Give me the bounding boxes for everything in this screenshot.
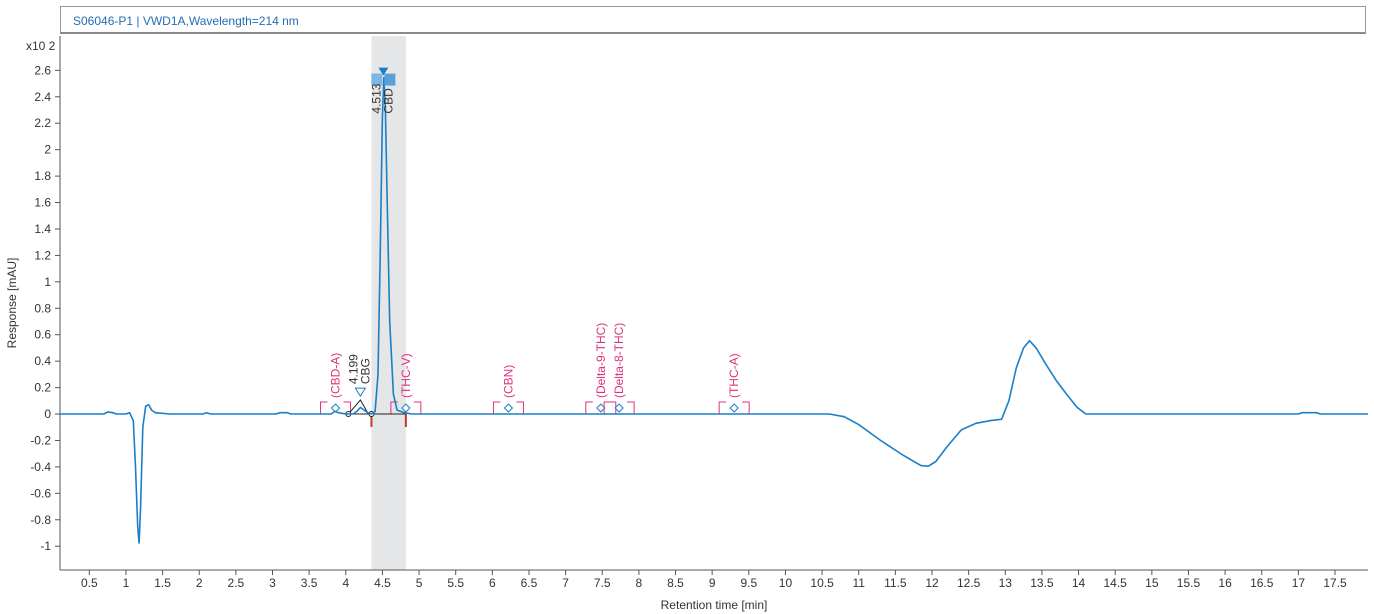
y-tick-label: 0	[44, 407, 51, 421]
expected-compound-label: (CBN)	[501, 365, 515, 398]
x-tick-label: 4	[342, 576, 349, 590]
x-tick-label: 13	[999, 576, 1013, 590]
expected-diamond-marker	[729, 403, 739, 413]
y-multiplier-label: x10 2	[26, 39, 56, 53]
x-tick-label: 3.5	[301, 576, 318, 590]
x-tick-label: 11.5	[884, 576, 907, 590]
x-tick-label: 1.5	[154, 576, 171, 590]
x-tick-label: 6.5	[521, 576, 538, 590]
x-tick-label: 14	[1072, 576, 1086, 590]
x-tick-label: 1	[123, 576, 130, 590]
chart-title: S06046-P1 | VWD1A,Wavelength=214 nm	[73, 14, 299, 28]
peak-label-box	[384, 73, 396, 86]
x-tick-label: 17	[1292, 576, 1306, 590]
x-tick-label: 8.5	[667, 576, 684, 590]
y-axis: -1 -0.8 -0.6 -0.4 -0.2 0 0.2 0.4 0.6 0.8 1 1.2 1.4 1.…	[30, 36, 61, 570]
y-tick-label: 1.4	[34, 222, 51, 236]
x-tick-label: 4.5	[374, 576, 391, 590]
x-tick-label: 10	[779, 576, 793, 590]
peak-apex-marker	[354, 387, 367, 398]
peak-label-text: 4.199	[346, 354, 360, 384]
x-tick-label: 15.5	[1177, 576, 1201, 590]
expected-diamond-marker	[503, 403, 514, 413]
expected-bracket	[585, 401, 617, 415]
x-tick-label: 16	[1218, 576, 1232, 590]
x-tick-label: 15	[1145, 576, 1159, 590]
y-tick-label: -1	[40, 539, 51, 553]
x-tick-label: 10.5	[810, 576, 834, 590]
trace-line	[60, 76, 1368, 544]
expected-bracket	[492, 401, 524, 415]
expected-peak-markers: (CBD-A) (THC-V) (CBN) (Delta-9-THC) (Delta-8…	[320, 323, 750, 415]
expected-compound-label: (Delta-8-THC)	[612, 323, 626, 398]
x-axis-title: Retention time [min]	[661, 598, 768, 612]
x-tick-label: 14.5	[1104, 576, 1128, 590]
x-tick-label: 7	[562, 576, 569, 590]
x-tick-label: 2.5	[228, 576, 245, 590]
y-tick-label: 1	[44, 275, 51, 289]
y-tick-label: 1.2	[34, 248, 51, 262]
y-tick-label: 2.4	[34, 90, 51, 104]
y-tick-label: 0.8	[34, 301, 51, 315]
peak-label-text: CBD	[381, 88, 395, 114]
x-tick-label: 17.5	[1323, 576, 1347, 590]
chart-title-bar: S06046-P1 | VWD1A,Wavelength=214 nm	[60, 6, 1366, 34]
x-tick-label: 16.5	[1250, 576, 1274, 590]
expected-bracket	[718, 401, 750, 415]
y-tick-label: 0.4	[34, 354, 51, 368]
expected-diamond-marker	[596, 403, 606, 413]
x-tick-label: 6	[489, 576, 496, 590]
x-tick-label: 0.5	[81, 576, 98, 590]
x-tick-label: 8	[636, 576, 643, 590]
y-tick-label: -0.2	[30, 433, 51, 447]
y-axis-title: Response [mAU]	[5, 258, 19, 349]
peak-label-text: 4.513	[369, 83, 383, 113]
x-tick-label: 7.5	[594, 576, 611, 590]
x-tick-label: 12	[925, 576, 939, 590]
expected-compound-label: (THC-A)	[727, 353, 741, 398]
y-tick-label: -0.4	[30, 460, 51, 474]
peak-apex-marker	[378, 67, 389, 76]
y-tick-label: -0.8	[30, 513, 51, 527]
expected-compound-label: (THC-V)	[399, 353, 413, 398]
expected-diamond-marker	[401, 403, 411, 413]
x-tick-label: 5.5	[447, 576, 464, 590]
cbg-integration-triangle	[347, 399, 369, 415]
x-tick-label: 11	[852, 576, 865, 590]
x-tick-label: 9.5	[740, 576, 757, 590]
peak-label-box	[371, 73, 383, 86]
y-tick-label: 2.6	[34, 63, 51, 77]
x-tick-label: 12.5	[957, 576, 981, 590]
x-tick-label: 13.5	[1030, 576, 1054, 590]
y-tick-label: 2	[44, 143, 51, 157]
y-tick-label: -0.6	[30, 486, 51, 500]
x-axis: 0.5 1 1.5 2 2.5 3 3.5 4 4.5 5 5.5 6 6.5 7 7.5 8 8.5 9 9.5 1…	[60, 569, 1368, 590]
y-tick-label: 1.8	[34, 169, 51, 183]
x-tick-label: 5	[416, 576, 423, 590]
y-tick-label: 0.6	[34, 328, 51, 342]
expected-bracket	[603, 401, 635, 415]
y-tick-label: 1.6	[34, 196, 51, 210]
peak-label-text: CBG	[358, 358, 372, 384]
expected-diamond-marker	[614, 403, 624, 413]
expected-compound-label: (Delta-9-THC)	[594, 323, 608, 398]
x-tick-label: 9	[709, 576, 716, 590]
y-tick-label: 2.2	[34, 116, 51, 130]
expected-compound-label: (CBD-A)	[329, 353, 343, 398]
x-tick-label: 3	[269, 576, 276, 590]
expected-bracket	[320, 401, 352, 415]
y-tick-label: 0.2	[34, 381, 51, 395]
x-tick-label: 2	[196, 576, 203, 590]
